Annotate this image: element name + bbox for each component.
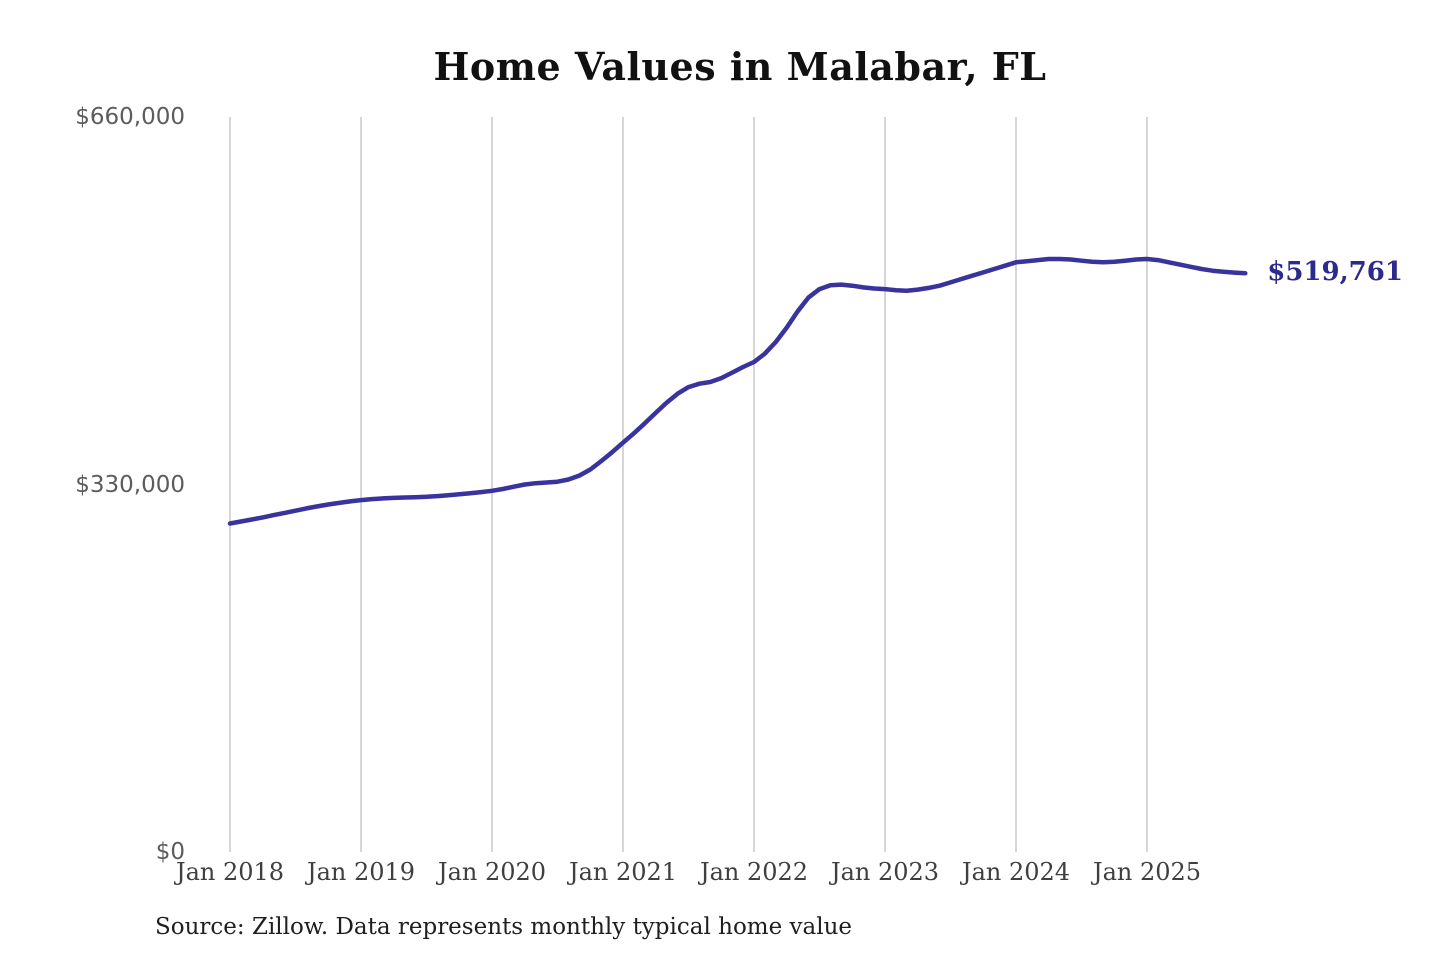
x-axis-tick-label: Jan 2020 bbox=[437, 858, 547, 886]
chart-title: Home Values in Malabar, FL bbox=[433, 44, 1047, 89]
y-axis-tick-label: $0 bbox=[155, 839, 185, 865]
y-axis-tick-label: $660,000 bbox=[75, 104, 185, 130]
x-axis-tick-label: Jan 2022 bbox=[699, 858, 809, 886]
home-value-line bbox=[227, 256, 1248, 526]
y-axis: $660,000 $330,000 $0 bbox=[0, 0, 185, 960]
y-axis-tick-label: $330,000 bbox=[75, 471, 185, 498]
x-axis-tick-label: Jan 2019 bbox=[306, 858, 416, 886]
x-axis-tick-label: Jan 2025 bbox=[1092, 858, 1202, 886]
source-attribution: Source: Zillow. Data represents monthly … bbox=[155, 914, 853, 940]
current-value-label: $519,761 bbox=[1267, 256, 1403, 287]
x-axis-tick-label: Jan 2023 bbox=[830, 858, 940, 886]
x-axis-tick-label: Jan 2024 bbox=[961, 858, 1071, 886]
x-axis: Jan 2018 Jan 2019 Jan 2020 Jan 2021 Jan 2022… bbox=[0, 858, 1440, 898]
x-axis-tick-label: Jan 2018 bbox=[175, 858, 285, 886]
x-axis-tick-label: Jan 2021 bbox=[568, 858, 678, 886]
